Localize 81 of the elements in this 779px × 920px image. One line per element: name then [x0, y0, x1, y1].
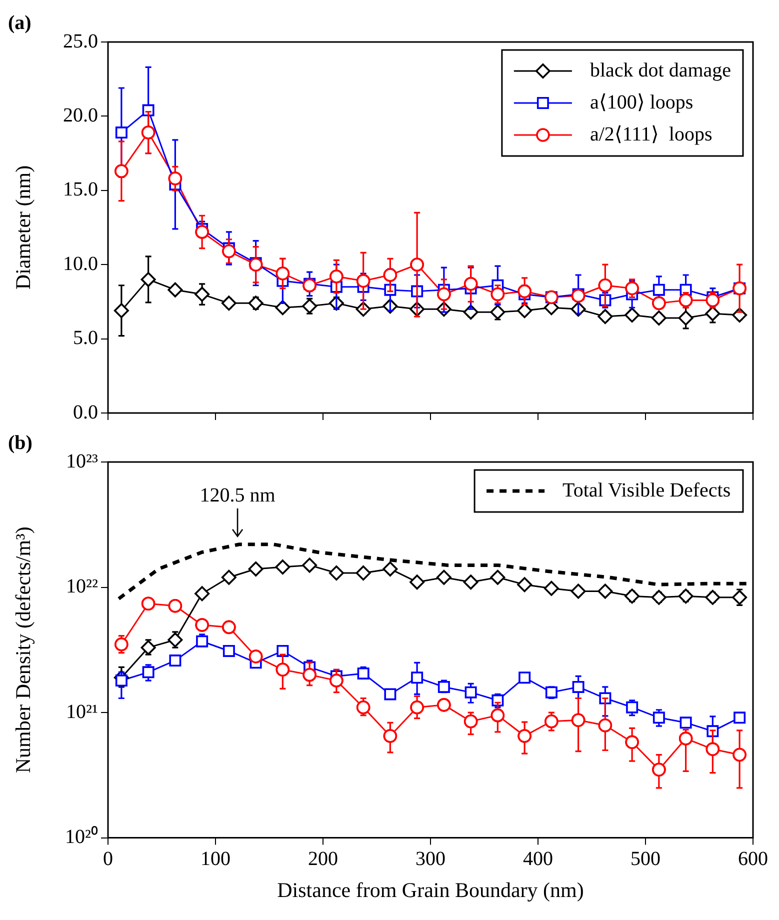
point [518, 729, 532, 743]
y-tick-label: 10.0 [63, 252, 98, 275]
point [464, 714, 478, 728]
y-tick-label: 10²¹ [66, 700, 98, 723]
point [598, 718, 612, 732]
point [625, 735, 639, 750]
point [651, 590, 666, 605]
point [114, 637, 128, 652]
point [652, 296, 666, 310]
y-tick-label: 10²² [66, 576, 98, 598]
y-tick-label: 5.0 [73, 327, 98, 350]
point [625, 281, 639, 296]
point [437, 698, 451, 712]
point [276, 662, 290, 677]
point [168, 599, 182, 613]
y-tick-label: 20.0 [63, 104, 98, 126]
point [624, 308, 640, 323]
point [732, 748, 746, 762]
point [652, 762, 666, 777]
point [330, 674, 344, 688]
point [544, 714, 558, 728]
point [302, 668, 316, 682]
point [464, 276, 478, 291]
point [248, 650, 263, 664]
point [678, 293, 693, 308]
point [598, 278, 612, 292]
point [437, 287, 451, 302]
y-axis-title: Number Density (defects/m³) [11, 526, 36, 774]
x-tick-label: 0 [103, 848, 113, 870]
legend-label: Total Visible Defects [562, 479, 731, 502]
legend-label: a/2⟨111⟩ loops [590, 123, 712, 146]
point [598, 309, 613, 324]
y-tick-label: 10²⁰ [65, 825, 98, 848]
point [383, 729, 398, 743]
point [195, 225, 209, 239]
point [705, 590, 720, 605]
chart-title: (b) [8, 432, 32, 454]
y-tick-label: 0.0 [73, 401, 98, 424]
point [168, 172, 182, 186]
point [356, 700, 370, 714]
point [571, 713, 586, 728]
point [141, 126, 156, 140]
legend-label: black dot damage [590, 59, 732, 82]
point [114, 164, 128, 178]
point [490, 287, 505, 302]
point [222, 244, 236, 258]
point [706, 742, 720, 756]
x-tick-label: 100 [200, 848, 230, 870]
x-tick-label: 400 [523, 848, 553, 870]
point [678, 732, 693, 746]
point [624, 588, 640, 604]
point [276, 266, 290, 280]
point [330, 270, 344, 284]
point [651, 310, 666, 326]
point [302, 278, 316, 292]
x-axis-title: Distance from Grain Boundary (nm) [277, 878, 584, 902]
y-tick-label: 25.0 [63, 30, 98, 52]
point [410, 258, 424, 272]
annotation: 120.5 nm [200, 484, 276, 507]
x-tick-label: 200 [308, 848, 338, 870]
point [678, 588, 694, 604]
point [222, 620, 236, 634]
point [195, 618, 209, 632]
x-tick-label: 600 [738, 848, 768, 870]
y-axis-title: Diameter (nm) [11, 165, 36, 290]
point [221, 296, 236, 311]
point [383, 268, 398, 282]
point [706, 293, 720, 308]
point [571, 288, 586, 303]
chart-title: (a) [8, 12, 32, 34]
point [141, 596, 156, 611]
y-tick-label: 10²³ [66, 450, 98, 472]
point [490, 708, 505, 722]
point [410, 700, 424, 714]
legend-label: a⟨100⟩ loops [590, 91, 694, 114]
y-tick-label: 15.0 [63, 178, 98, 201]
x-tick-label: 500 [630, 848, 660, 870]
point [518, 284, 532, 298]
point [356, 274, 370, 288]
point [248, 296, 264, 311]
x-tick-label: 300 [416, 848, 446, 870]
